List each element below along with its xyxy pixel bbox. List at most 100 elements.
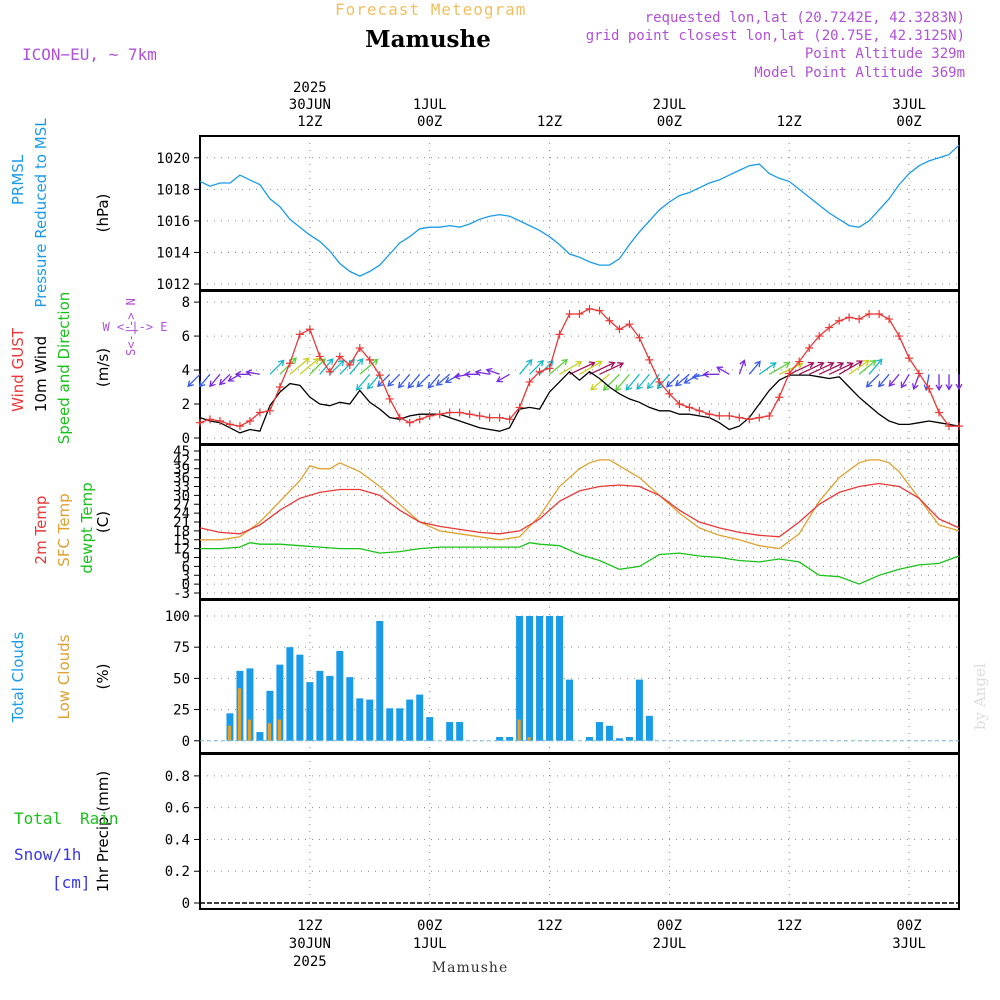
wind-gust-line-marker [925,384,934,393]
total-cloud-bar [276,664,284,741]
wind-arrow [355,373,371,391]
wind-arrow [397,373,411,389]
total-cloud-bar [406,699,414,741]
total-cloud-bar [446,722,454,741]
wind-gust-line-marker [775,393,784,402]
wind-gust-line-marker [815,332,824,341]
wind-gust-line-marker [355,343,364,352]
wind-arrow [549,358,568,375]
y-tick-label: 0.6 [165,801,190,817]
wind-arrow [748,360,761,375]
y-tick-label: 0.4 [165,832,190,848]
low-cloud-bar [527,737,531,741]
pressure-ylabel: (hPa) [94,194,112,233]
y-tick-label: 1018 [156,182,190,198]
wind-gust-line-marker [345,360,354,369]
prmsl-desc-label: Pressure Reduced to MSL [32,118,50,308]
wind-arrow [590,373,610,391]
low-cloud-bar [277,719,282,741]
total-cloud-bar [546,615,554,741]
y-tick-label: 1012 [156,277,190,293]
wind-gust-line-marker [915,369,924,378]
y-tick-label: 18 [173,524,190,540]
top-time-label: 00Z [417,114,442,130]
y-tick-label: -3 [173,586,190,602]
y-tick-label: 27 [173,497,190,513]
total-cloud-bar [326,675,334,741]
y-tick-label: 24 [173,506,190,522]
wind-arrow [234,370,250,378]
bottom-time-label: 1JUL [413,936,447,952]
wind-gust-line-marker [295,330,304,339]
top-time-label: 12Z [777,114,802,130]
wind-gust-line-marker [465,410,474,419]
wind-gust-line-marker [835,316,844,325]
wind-arrow [519,358,533,375]
wind-dir-label: Speed and Direction [55,292,73,445]
wind-gust-line-marker [615,325,624,334]
wind-arrow [269,359,285,375]
precip-frame [199,753,960,910]
y-tick-label: 0.8 [165,769,190,785]
footer-location: Mamushe [432,960,508,976]
top-time-label: 2JUL [653,97,687,113]
pressure-panel: 1012 1014 1016 1018 1020 (hPa) [94,135,960,293]
top-time-label: 30JUN [289,97,331,113]
wind-arrow [187,373,201,388]
wind-arrow [828,362,854,375]
point-altitude: Point Altitude 329m [805,46,965,62]
wind-gust-line-marker [875,309,884,318]
bottom-time-label: 2025 [293,954,327,970]
wind-gust-line-marker [285,359,294,368]
wind-gust-line-marker [385,394,394,403]
wind-arrow [808,361,835,375]
bottom-time-label: 00Z [417,918,442,934]
y-tick-label: 1020 [156,151,190,167]
wind-arrow [683,373,700,384]
y-tick-label: 0 [182,896,190,912]
total-cloud-bar [336,650,344,741]
wind-arrow [198,373,211,388]
wind-gust-line-marker [565,309,574,318]
total-cloud-bar [356,698,364,741]
wind-gust-line-marker [865,309,874,318]
total-cloud-bar [416,694,424,741]
wind-arrow [674,373,690,387]
wind-arrow [955,374,963,391]
total-cloud-bar [346,677,354,741]
wind-gust-line-marker [725,411,734,420]
wind-arrow [848,359,870,375]
y-tick-label: 0 [182,431,190,447]
total-cloud-bar [506,737,514,741]
wind-arrow [579,360,603,375]
y-tick-label: 6 [182,559,190,575]
wind-gust-line-marker [905,354,914,363]
dewpoint-line [200,542,960,585]
wind-gust-line-marker [545,364,554,373]
top-time-label: 12Z [297,114,322,130]
wind-arrow [798,361,825,375]
compass-we: W <-|-> E [102,320,167,334]
wind-gust-line-marker [885,315,894,324]
total-cloud-bar [286,647,294,741]
gust-label: Wind GUST [9,327,27,412]
total-cloud-bar [566,679,574,741]
precip-total-label: Total [14,809,62,828]
wind-arrow [349,358,364,375]
precip-ylabel: 1hr Precip (mm) [94,771,112,892]
wind-arrow [589,361,616,375]
sfc-label: SFC Temp [55,493,73,566]
wind-gust-line-marker [265,406,274,415]
wind-gust-line-marker [475,411,484,420]
compass-ns: S<-|-> N [124,298,138,356]
wind-gust-line-marker [735,413,744,422]
bottom-time-label: 12Z [297,918,322,934]
watermark: by Angel [971,663,989,730]
wind-arrow [245,369,261,377]
product-title: Forecast Meteogram [335,0,526,19]
wind-speed-line [199,370,960,434]
wind-arrow [463,370,480,378]
wind-arrow [416,373,431,388]
